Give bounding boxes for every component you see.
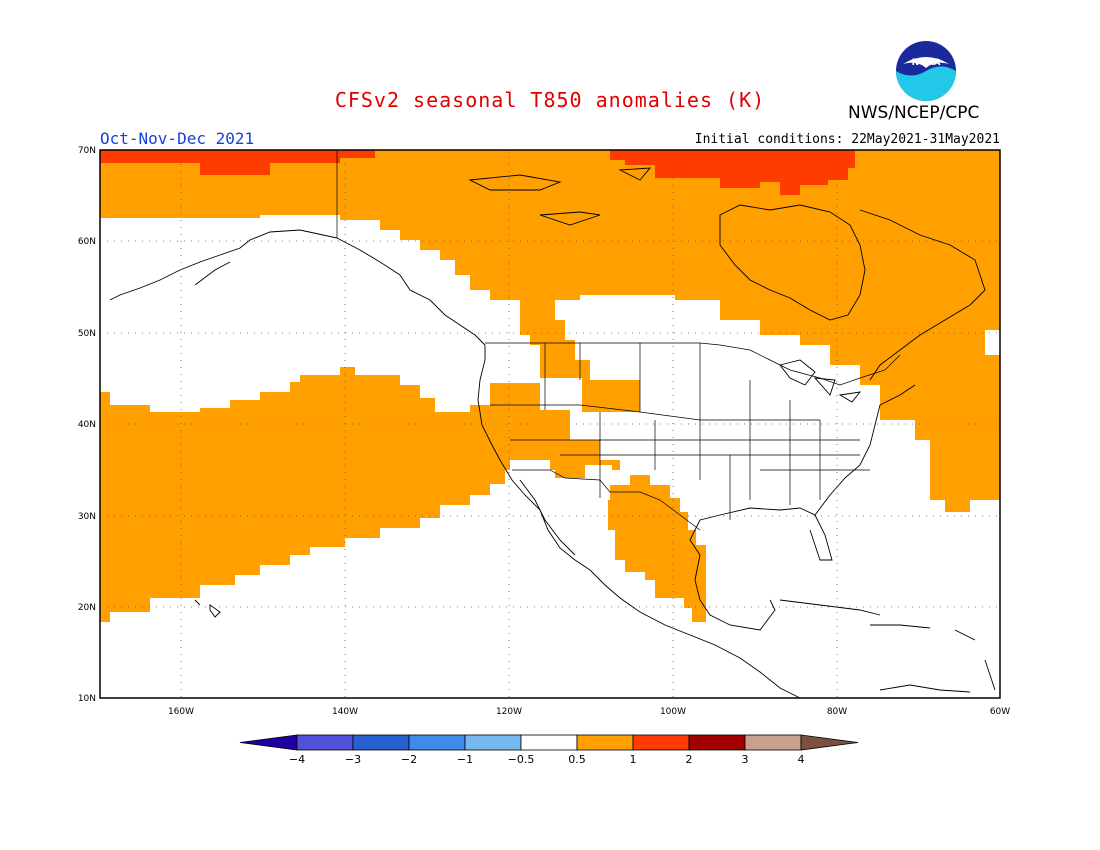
colorbar-label: −1: [457, 753, 473, 766]
anomaly-region-moderate: [100, 150, 1000, 622]
map-frame: [99, 149, 1001, 699]
chart-title: CFSv2 seasonal T850 anomalies (K): [334, 88, 766, 112]
lon-tick-label: 100W: [660, 707, 686, 717]
colorbar-segment: [464, 734, 522, 751]
colorbar-segment: [632, 734, 690, 751]
anomaly-region-strong: [100, 150, 855, 195]
graticule: [100, 150, 1000, 698]
lat-tick-label: 20N: [78, 603, 96, 613]
lon-axis: 160W 140W 120W 100W 80W 60W: [168, 707, 1010, 717]
lat-tick-label: 30N: [78, 512, 96, 522]
colorbar-label: 1: [630, 753, 637, 766]
colorbar: −4 −3 −2 −1 −0.5 0.5 1 2 3 4: [239, 734, 859, 766]
colorbar-label: −4: [289, 753, 305, 766]
lat-tick-label: 70N: [78, 146, 96, 156]
colorbar-segment: [576, 734, 634, 751]
lon-tick-label: 60W: [990, 707, 1010, 717]
colorbar-label: 0.5: [568, 753, 586, 766]
map-plot-area: [99, 149, 1001, 699]
colorbar-label: −3: [345, 753, 361, 766]
colorbar-segment: [296, 734, 354, 751]
noaa-logo-text: NOAA: [912, 58, 941, 68]
colorbar-label: 2: [686, 753, 693, 766]
lat-tick-label: 40N: [78, 420, 96, 430]
colorbar-segment: [520, 734, 578, 751]
lat-tick-label: 50N: [78, 329, 96, 339]
initial-conditions-label: Initial conditions: 22May2021-31May2021: [694, 132, 1000, 147]
colorbar-segment: [688, 734, 746, 751]
season-label: Oct-Nov-Dec 2021: [100, 129, 255, 148]
political-boundaries: [336, 150, 901, 531]
noaa-logo: NOAA: [896, 41, 956, 101]
lon-tick-label: 140W: [332, 707, 358, 717]
colorbar-label: −2: [401, 753, 417, 766]
colorbar-label: −0.5: [508, 753, 535, 766]
lat-tick-label: 60N: [78, 237, 96, 247]
lon-tick-label: 120W: [496, 707, 522, 717]
lon-tick-label: 160W: [168, 707, 194, 717]
colorbar-end-left: [239, 734, 298, 751]
colorbar-segment: [352, 734, 410, 751]
coastlines: [109, 167, 996, 699]
agency-label: NWS/NCEP/CPC: [848, 103, 980, 123]
colorbar-segment: [408, 734, 466, 751]
lon-tick-label: 80W: [827, 707, 847, 717]
colorbar-label: 3: [742, 753, 749, 766]
colorbar-segment: [744, 734, 802, 751]
colorbar-label: 4: [798, 753, 805, 766]
lat-tick-label: 10N: [78, 694, 96, 704]
colorbar-end-right: [800, 734, 859, 751]
lat-axis: 70N 60N 50N 40N 30N 20N 10N: [78, 146, 96, 704]
